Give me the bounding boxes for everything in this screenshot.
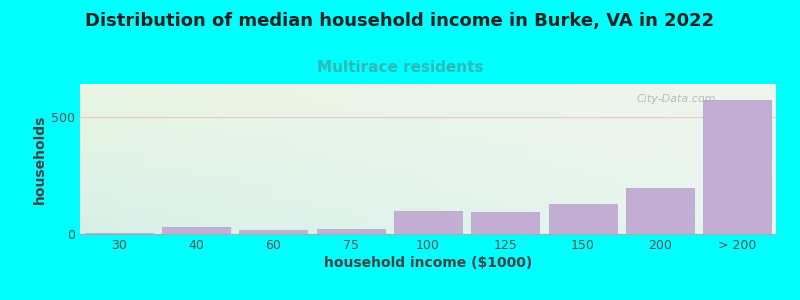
Bar — [239, 230, 307, 234]
Y-axis label: households: households — [33, 114, 47, 204]
Text: Distribution of median household income in Burke, VA in 2022: Distribution of median household income … — [86, 12, 714, 30]
Bar — [162, 227, 230, 234]
Text: Multirace residents: Multirace residents — [317, 60, 483, 75]
Bar — [471, 212, 539, 234]
X-axis label: household income ($1000): household income ($1000) — [324, 256, 532, 270]
Bar — [317, 229, 385, 234]
Bar — [549, 203, 617, 234]
Text: City-Data.com: City-Data.com — [637, 94, 716, 104]
Bar — [85, 233, 153, 234]
Bar — [703, 100, 771, 234]
Bar — [394, 211, 462, 234]
Bar — [626, 188, 694, 234]
